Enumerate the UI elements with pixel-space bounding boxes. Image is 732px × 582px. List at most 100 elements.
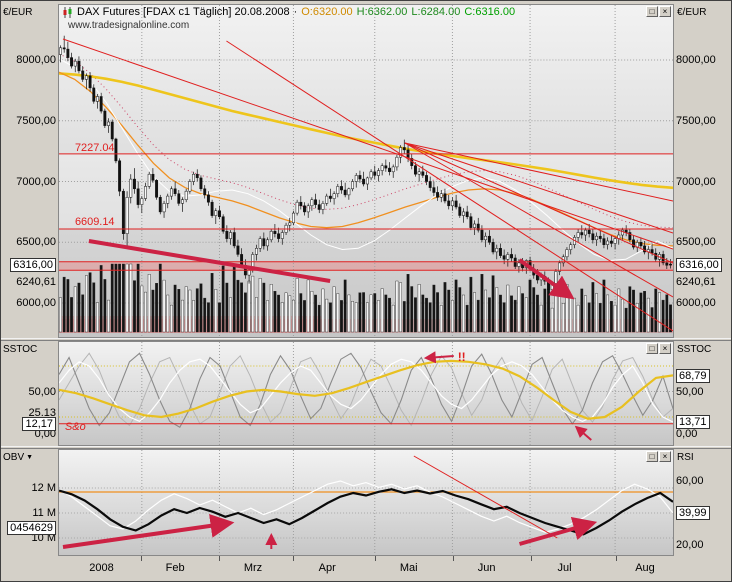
candle-body (62, 47, 66, 50)
obv-plot[interactable]: □ × (58, 449, 674, 556)
candle-body (306, 205, 310, 213)
volume-bar (218, 302, 221, 333)
annotation-text: 6609.14 (75, 216, 115, 228)
volume-bar (406, 274, 410, 333)
main-chart-plot[interactable]: 7227.04 6609.14 DAX Futures [FDAX c1 Tägl… (58, 4, 674, 338)
volume-bar (240, 282, 244, 333)
candle-body (351, 181, 354, 190)
stoch-value-label: 25.13 (28, 406, 56, 419)
candle-body (195, 173, 199, 179)
main-chart-canvas[interactable]: 7227.04 6609.14 (59, 5, 673, 337)
sstoc-left-label: SSTOC (3, 344, 38, 355)
maximize-button[interactable]: □ (646, 343, 658, 354)
sstoc-plot[interactable]: !! S&o □ × (58, 341, 674, 446)
candle-body (606, 240, 610, 245)
time-axis-label: Mai (399, 562, 418, 574)
sstoc-panel: SSTOC 50,00 0,00 25.13 12,17 !! S&o □ × SSTO… (1, 341, 731, 446)
volume-bar (114, 263, 118, 333)
volume-bar (329, 302, 332, 333)
candle-body (107, 121, 110, 126)
volume-bar (351, 301, 354, 333)
volume-bar (277, 294, 280, 333)
volume-bar (229, 297, 232, 333)
volume-bar (121, 263, 125, 333)
volume-bar (391, 304, 395, 333)
volume-bar (129, 263, 133, 333)
candle-body (584, 229, 587, 236)
candle-body (450, 200, 454, 207)
panel-splitter[interactable] (1, 338, 731, 341)
close-button[interactable]: × (659, 6, 671, 17)
annotation-line (88, 239, 331, 283)
volume-bar (617, 288, 621, 333)
volume-bar (247, 280, 251, 333)
chevron-down-icon[interactable]: ▼ (26, 454, 34, 461)
axis-tick: 60,00 (676, 475, 704, 487)
candle-body (413, 165, 417, 175)
candle-body (650, 249, 654, 254)
volume-bar (147, 274, 151, 333)
volume-bar (436, 292, 439, 333)
volume-bar (314, 294, 317, 333)
candle-body (439, 193, 443, 198)
candle-body (458, 206, 462, 216)
time-axis[interactable]: 2008 Feb Mrz Apr Mai Jun Jul Aug (1, 556, 731, 580)
ma20-line (59, 58, 673, 262)
volume-bar (166, 294, 170, 333)
stoch-signal-line (59, 358, 673, 423)
candle-body (229, 232, 232, 239)
time-axis-label: Jun (477, 562, 496, 574)
volume-bar (280, 302, 284, 333)
volume-bar (476, 299, 480, 333)
volume-bar (151, 289, 155, 333)
open-value: O:6320.00 (301, 6, 353, 18)
volume-bar (266, 300, 269, 333)
obv-left-axis: OBV ▼ 12 M 11 M 10 M 0454629 (1, 449, 58, 556)
volume-bar (536, 294, 539, 333)
sstoc-left-axis: SSTOC 50,00 0,00 25.13 12,17 (1, 341, 58, 446)
volume-bar (66, 279, 70, 333)
time-axis-tick (219, 556, 220, 561)
axis-tick: 8000,00 (16, 54, 56, 66)
volume-bar (366, 302, 369, 333)
obv-canvas[interactable] (59, 450, 673, 555)
candle-body (70, 57, 74, 67)
candle-body (280, 232, 284, 239)
candle-body (609, 240, 613, 244)
right-axis-unit-label: €/EUR (677, 7, 707, 18)
maximize-button[interactable]: □ (646, 451, 658, 462)
obv-panel-buttons: □ × (646, 451, 671, 462)
maximize-button[interactable]: □ (646, 6, 658, 17)
volume-bar (373, 293, 377, 333)
volume-bar (595, 293, 598, 333)
annotation-line (423, 351, 454, 364)
volume-bar (584, 295, 587, 333)
volume-bar (402, 301, 406, 333)
chart-title: DAX Futures [FDAX c1 Täglich] 20.08.2008 (77, 6, 290, 18)
sstoc-canvas[interactable]: !! S&o (59, 342, 673, 445)
candle-body (476, 223, 480, 231)
volume-bar (295, 278, 299, 333)
close-button[interactable]: × (659, 451, 671, 462)
volume-bar (136, 263, 140, 333)
close-button[interactable]: × (659, 343, 671, 354)
axis-tick: 50,00 (28, 385, 56, 398)
candle-body (266, 239, 269, 247)
volume-bar (410, 286, 414, 333)
candle-body (502, 255, 506, 260)
volume-bar (77, 282, 81, 333)
panel-splitter[interactable] (1, 446, 731, 449)
volume-bar (236, 279, 240, 333)
volume-bar (469, 276, 473, 333)
volume-bar (632, 289, 635, 333)
candle-body (88, 75, 92, 89)
rsi-right-axis: RSI 60,00 20,00 39,99 (674, 449, 731, 556)
volume-bar (451, 300, 454, 333)
candle-body (110, 121, 114, 140)
volume-bar (650, 307, 654, 333)
candle-body (162, 203, 166, 213)
volume-bar (336, 293, 340, 333)
candle-body (81, 70, 85, 80)
volume-bar (561, 303, 565, 333)
candle-body (380, 165, 384, 171)
